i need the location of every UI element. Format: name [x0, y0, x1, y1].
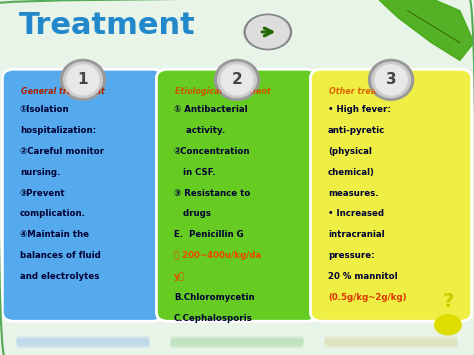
Text: ?: ? [442, 292, 454, 311]
FancyBboxPatch shape [17, 337, 149, 346]
FancyBboxPatch shape [325, 335, 457, 344]
Text: ④Maintain the: ④Maintain the [20, 230, 89, 239]
FancyBboxPatch shape [171, 335, 303, 344]
FancyBboxPatch shape [17, 339, 149, 348]
Text: in CSF.: in CSF. [174, 168, 216, 176]
Ellipse shape [64, 62, 102, 98]
Text: measures.: measures. [328, 189, 379, 197]
Text: nursing.: nursing. [20, 168, 60, 176]
FancyBboxPatch shape [17, 335, 149, 344]
Circle shape [244, 14, 292, 50]
Text: ① Antibacterial: ① Antibacterial [174, 105, 247, 114]
FancyBboxPatch shape [325, 339, 457, 348]
Text: pressure:: pressure: [328, 251, 374, 260]
FancyBboxPatch shape [2, 69, 164, 321]
FancyBboxPatch shape [325, 337, 457, 345]
Text: activity.: activity. [174, 126, 225, 135]
FancyBboxPatch shape [325, 338, 457, 347]
Text: ②Concentration: ②Concentration [174, 147, 250, 155]
Text: • High fever:: • High fever: [328, 105, 391, 114]
FancyBboxPatch shape [310, 69, 472, 321]
FancyBboxPatch shape [171, 339, 303, 348]
Ellipse shape [372, 62, 410, 98]
FancyBboxPatch shape [171, 337, 303, 346]
Text: (0.5g/kg~2g/kg): (0.5g/kg~2g/kg) [328, 293, 407, 302]
Text: ③ Resistance to: ③ Resistance to [174, 189, 250, 197]
Text: Treatment: Treatment [19, 11, 196, 40]
Text: intracranial: intracranial [328, 230, 384, 239]
Text: anti-pyretic: anti-pyretic [328, 126, 385, 135]
FancyBboxPatch shape [17, 338, 149, 347]
Text: 1: 1 [78, 72, 88, 87]
Ellipse shape [67, 65, 99, 95]
Text: B.Chloromycetin: B.Chloromycetin [174, 293, 255, 302]
Ellipse shape [369, 59, 413, 100]
Text: E.  Penicillin G: E. Penicillin G [174, 230, 244, 239]
Text: balances of fluid: balances of fluid [20, 251, 100, 260]
Text: drugs: drugs [174, 209, 211, 218]
Circle shape [248, 17, 288, 47]
Text: General treatment: General treatment [21, 87, 105, 96]
Text: ②Careful monitor: ②Careful monitor [20, 147, 104, 155]
FancyBboxPatch shape [171, 338, 303, 347]
Circle shape [435, 315, 461, 335]
Circle shape [246, 16, 289, 48]
Text: and electrolytes: and electrolytes [20, 272, 99, 281]
Text: 20 % mannitol: 20 % mannitol [328, 272, 398, 281]
Text: y）: y） [174, 272, 185, 281]
Text: complication.: complication. [20, 209, 86, 218]
Text: chemical): chemical) [328, 168, 375, 176]
Text: C.Cephalosporis: C.Cephalosporis [174, 314, 253, 323]
Text: （ 200~400u/kg/da: （ 200~400u/kg/da [174, 251, 261, 260]
FancyBboxPatch shape [325, 337, 457, 346]
Polygon shape [379, 0, 474, 60]
Text: hospitalization:: hospitalization: [20, 126, 96, 135]
Ellipse shape [221, 65, 253, 95]
Ellipse shape [375, 65, 407, 95]
Text: ③Prevent: ③Prevent [20, 189, 65, 197]
FancyBboxPatch shape [17, 337, 149, 345]
FancyBboxPatch shape [156, 69, 318, 321]
Text: (physical: (physical [328, 147, 372, 155]
Ellipse shape [214, 59, 259, 100]
Text: • Increased: • Increased [328, 209, 384, 218]
Text: 2: 2 [232, 72, 242, 87]
FancyBboxPatch shape [171, 337, 303, 345]
Ellipse shape [218, 62, 256, 98]
Text: Etiological treatment: Etiological treatment [175, 87, 271, 96]
Text: Other treatment: Other treatment [329, 87, 404, 96]
Ellipse shape [60, 59, 105, 100]
Text: ①Isolation: ①Isolation [20, 105, 70, 114]
Text: 3: 3 [386, 72, 396, 87]
